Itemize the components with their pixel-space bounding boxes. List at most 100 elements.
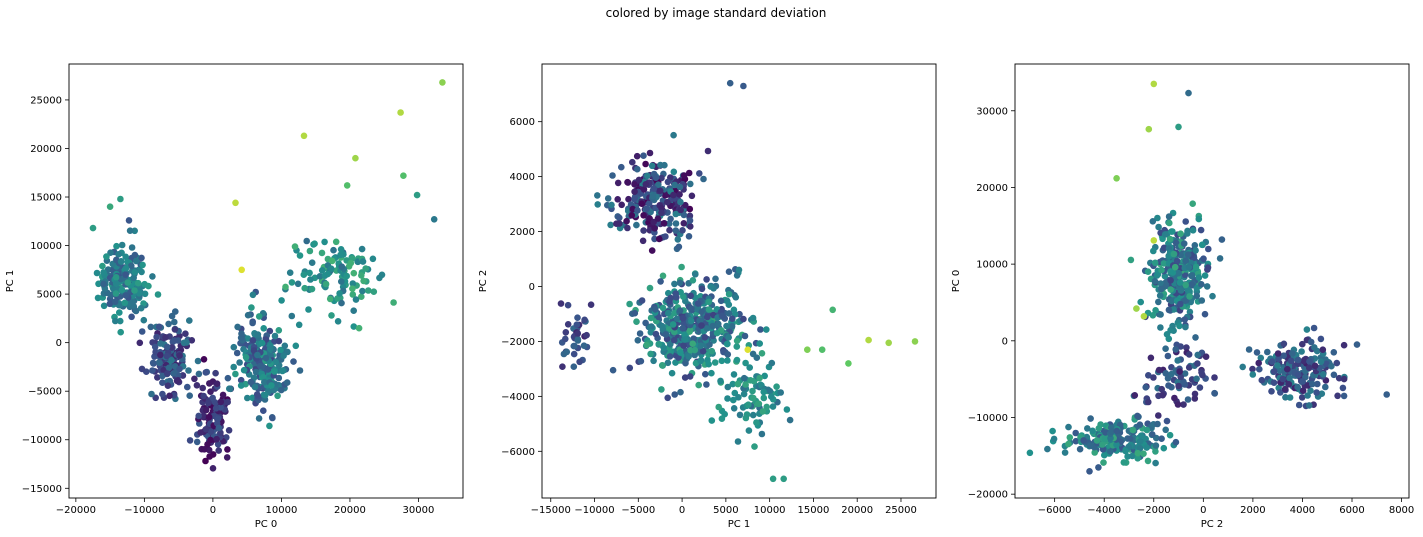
scatter-point (769, 403, 777, 410)
scatter-point (1257, 354, 1265, 362)
x-tick-label: −2000 (1137, 505, 1171, 516)
scatter-point (1330, 349, 1338, 356)
scatter-point (1131, 392, 1139, 399)
scatter-point (281, 342, 289, 350)
scatter-point (759, 408, 767, 415)
scatter-point (1150, 247, 1157, 255)
scatter-point (594, 192, 601, 199)
scatter-point (250, 347, 258, 354)
scatter-point (631, 188, 638, 195)
scatter-point (564, 321, 572, 328)
y-tick-label: −10000 (968, 413, 1008, 424)
scatter-point (1319, 371, 1327, 378)
scatter-point (715, 403, 722, 411)
scatter-point (1155, 366, 1163, 374)
scatter-point (359, 287, 366, 295)
scatter-point (171, 337, 178, 344)
scatter-point (735, 266, 743, 274)
scatter-point (112, 274, 120, 281)
scatter-point (695, 381, 702, 389)
scatter-point (296, 367, 304, 374)
scatter-point (147, 323, 155, 331)
scatter-point (1144, 268, 1152, 276)
scatter-point (625, 195, 632, 203)
scatter-point (1154, 420, 1161, 428)
scatter-point (1303, 326, 1311, 333)
scatter-point (1145, 372, 1152, 379)
scatter-point (634, 337, 642, 344)
x-tick-label: 2000 (1240, 505, 1265, 516)
scatter-point (756, 374, 763, 382)
scatter-point (1328, 362, 1335, 370)
scatter-point (141, 290, 149, 298)
scatter-point (718, 357, 726, 365)
scatter-point (122, 253, 129, 261)
scatter-point (705, 306, 713, 313)
scatter-point (763, 326, 770, 333)
scatter-point (278, 297, 285, 304)
scatter-point (205, 446, 213, 454)
scatter-point (213, 435, 220, 443)
scatter-point (254, 351, 261, 359)
scatter-point (1164, 375, 1172, 382)
scatter-point (629, 158, 636, 166)
scatter-point (1198, 297, 1206, 304)
scatter-point (650, 357, 657, 365)
scatter-point (562, 335, 569, 343)
scatter-point (122, 292, 130, 299)
scatter-point (272, 358, 280, 366)
scatter-point (248, 304, 255, 311)
scatter-point (669, 321, 677, 328)
scatter-point (686, 205, 694, 213)
scatter-point (130, 274, 137, 282)
scatter-point (358, 293, 365, 301)
scatter-point (236, 359, 243, 366)
scatter-point (1309, 380, 1316, 388)
scatter-point (682, 336, 689, 343)
scatter-point (1165, 306, 1173, 314)
scatter-point (753, 354, 761, 362)
scatter-point (1142, 384, 1149, 391)
scatter-point (673, 315, 681, 323)
scatter-point (687, 223, 694, 230)
scatter-point (129, 298, 137, 306)
scatter-point (1065, 423, 1072, 431)
scatter-point (1174, 357, 1181, 364)
scatter-point (1167, 277, 1174, 284)
scatter-point (644, 172, 651, 180)
scatter-point (1268, 388, 1275, 395)
scatter-point (1107, 448, 1114, 455)
scatter-point (1177, 230, 1184, 237)
scatter-point (724, 357, 731, 364)
scatter-point (93, 269, 101, 277)
scatter-point (614, 196, 621, 203)
scatter-point (215, 447, 222, 454)
scatter-point (1162, 345, 1169, 353)
scatter-point (1313, 389, 1320, 396)
scatter-point (1161, 231, 1169, 238)
scatter-point (1340, 375, 1348, 383)
scatter-point (118, 286, 126, 294)
scatter-point (1113, 175, 1120, 182)
scatter-point (290, 358, 297, 365)
scatter-point (117, 195, 124, 203)
scatter-point (122, 264, 130, 272)
scatter-point (654, 215, 662, 222)
scatter-point (1149, 312, 1157, 319)
scatter-point (657, 278, 664, 285)
scatter-point (303, 237, 311, 245)
x-tick-label: 20000 (334, 505, 366, 516)
scatter-point (733, 356, 741, 364)
scatter-point (301, 284, 309, 292)
scatter-point (174, 377, 182, 384)
scatter-point (1144, 457, 1152, 465)
scatter-point (685, 233, 693, 240)
scatter-point (706, 341, 713, 348)
scatter-point (751, 443, 758, 450)
scatter-point (1151, 278, 1159, 285)
scatter-point (152, 394, 159, 402)
scatter-point (255, 313, 263, 320)
scatter-point (686, 217, 694, 224)
scatter-point (205, 399, 212, 407)
scatter-point (1185, 89, 1192, 97)
